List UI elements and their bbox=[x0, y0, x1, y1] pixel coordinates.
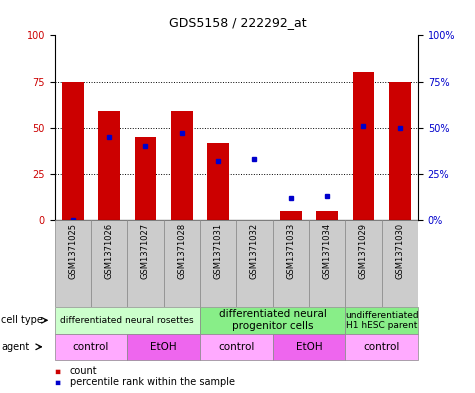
Bar bbox=[389, 82, 411, 220]
Bar bbox=[345, 220, 381, 307]
Text: cell type: cell type bbox=[1, 315, 43, 325]
Text: GSM1371027: GSM1371027 bbox=[141, 223, 150, 279]
Bar bbox=[316, 211, 338, 220]
Bar bbox=[91, 220, 127, 307]
Text: control: control bbox=[73, 342, 109, 352]
Text: ◾: ◾ bbox=[55, 378, 61, 386]
Bar bbox=[273, 220, 309, 307]
Bar bbox=[127, 220, 163, 307]
Bar bbox=[381, 220, 418, 307]
Text: EtOH: EtOH bbox=[295, 342, 323, 352]
Text: GDS5158 / 222292_at: GDS5158 / 222292_at bbox=[169, 16, 306, 29]
Bar bbox=[98, 111, 120, 220]
Bar bbox=[55, 220, 91, 307]
Bar bbox=[309, 220, 345, 307]
Text: GSM1371028: GSM1371028 bbox=[177, 223, 186, 279]
Bar bbox=[171, 111, 193, 220]
Text: undifferentiated
H1 hESC parent: undifferentiated H1 hESC parent bbox=[345, 310, 418, 330]
Text: differentiated neural
progenitor cells: differentiated neural progenitor cells bbox=[218, 310, 327, 331]
Bar bbox=[207, 143, 229, 220]
Bar bbox=[62, 82, 84, 220]
Bar bbox=[352, 72, 374, 220]
Bar bbox=[134, 137, 156, 220]
Text: control: control bbox=[363, 342, 400, 352]
Text: count: count bbox=[70, 366, 97, 376]
Bar bbox=[200, 220, 237, 307]
Text: differentiated neural rosettes: differentiated neural rosettes bbox=[60, 316, 194, 325]
Bar bbox=[280, 211, 302, 220]
Text: percentile rank within the sample: percentile rank within the sample bbox=[70, 377, 235, 387]
Text: GSM1371033: GSM1371033 bbox=[286, 223, 295, 279]
Text: control: control bbox=[218, 342, 255, 352]
Bar bbox=[163, 220, 200, 307]
Text: EtOH: EtOH bbox=[150, 342, 177, 352]
Text: agent: agent bbox=[1, 342, 29, 352]
Text: GSM1371032: GSM1371032 bbox=[250, 223, 259, 279]
Bar bbox=[237, 220, 273, 307]
Text: GSM1371025: GSM1371025 bbox=[68, 223, 77, 279]
Text: GSM1371031: GSM1371031 bbox=[214, 223, 223, 279]
Text: ◾: ◾ bbox=[55, 367, 61, 376]
Text: GSM1371034: GSM1371034 bbox=[323, 223, 332, 279]
Text: GSM1371026: GSM1371026 bbox=[104, 223, 114, 279]
Text: GSM1371030: GSM1371030 bbox=[395, 223, 404, 279]
Text: GSM1371029: GSM1371029 bbox=[359, 223, 368, 279]
